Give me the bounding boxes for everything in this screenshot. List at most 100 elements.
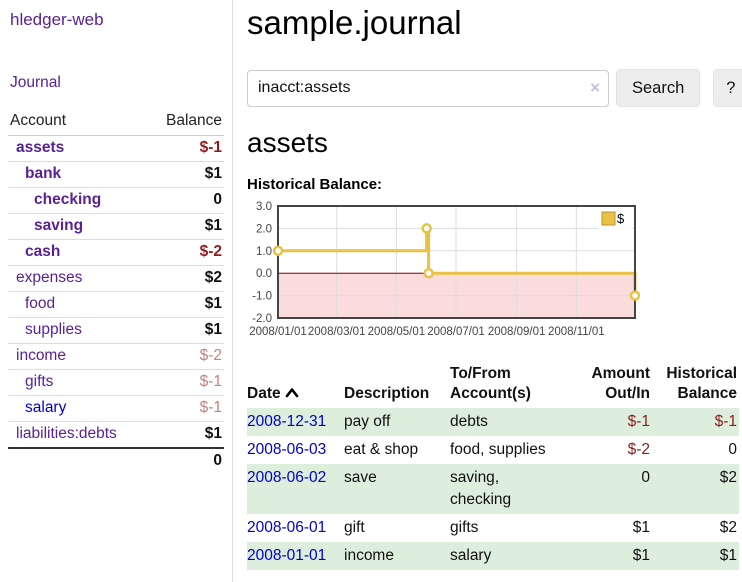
app-brand-link[interactable]: hledger-web — [10, 10, 104, 29]
page-title: sample.journal — [247, 4, 462, 41]
account-link[interactable]: expenses — [16, 269, 83, 286]
transaction-date-link[interactable]: 2008-01-01 — [247, 547, 327, 564]
account-balance: $-2 — [199, 243, 222, 260]
register-table: Date Description To/From Account(s) Amou… — [247, 362, 739, 570]
account-row: food $1 — [8, 291, 224, 318]
account-balance: $1 — [204, 321, 222, 338]
account-row: gifts $-1 — [8, 369, 224, 396]
account-link[interactable]: food — [25, 295, 56, 312]
transaction-amount: $1 — [632, 519, 650, 536]
chart-container: $3.0 2.0 1.0 0.0 -1.0 -2.0 2008/01/01 2008/03/0… — [247, 201, 742, 348]
register-header-date[interactable]: Date — [247, 362, 344, 408]
account-balance: $1 — [204, 217, 222, 234]
transaction-date-link[interactable]: 2008-12-31 — [247, 413, 327, 430]
svg-text:2.0: 2.0 — [256, 223, 272, 235]
transaction-description: income — [344, 547, 394, 564]
account-row: bank $1 — [8, 161, 224, 188]
svg-text:2008/05/01: 2008/05/01 — [368, 326, 426, 338]
account-balance: $-2 — [199, 347, 222, 364]
register-header-amount: Amount Out/In — [591, 365, 650, 402]
accounts-total-value: 0 — [148, 447, 224, 474]
svg-text:1.0: 1.0 — [256, 246, 272, 258]
account-row: income $-2 — [8, 343, 224, 370]
account-link[interactable]: liabilities:debts — [16, 425, 117, 442]
accounts-header-account: Account — [8, 108, 149, 136]
account-row: checking 0 — [8, 187, 224, 214]
svg-text:3.0: 3.0 — [256, 201, 272, 213]
transaction-amount: $1 — [632, 547, 650, 564]
transaction-row: 2008-06-02 save saving, checking 0 $2 — [247, 464, 739, 514]
account-balance: $1 — [204, 425, 222, 442]
search-form: × Search ? — [247, 69, 742, 107]
account-balance: 0 — [213, 191, 222, 208]
transaction-balance: 0 — [728, 441, 737, 458]
account-balance: $1 — [204, 295, 222, 312]
account-link[interactable]: bank — [25, 165, 62, 182]
transaction-date-link[interactable]: 2008-06-01 — [247, 519, 327, 536]
account-row: assets $-1 — [8, 135, 224, 162]
transaction-description: gift — [344, 519, 365, 536]
account-link[interactable]: checking — [34, 191, 102, 208]
transaction-amount: $-1 — [627, 413, 650, 430]
search-input[interactable] — [247, 69, 609, 107]
transaction-balance: $2 — [719, 469, 737, 486]
account-link[interactable]: saving — [34, 217, 84, 234]
account-balance: $2 — [204, 269, 222, 286]
main-panel: sample.journal × Search ? assets Histori… — [233, 0, 742, 582]
sidebar-item-journal[interactable]: Journal — [10, 74, 61, 91]
account-balance: $-1 — [199, 139, 222, 156]
register-header-balance: Historical Balance — [666, 365, 737, 402]
account-link[interactable]: cash — [25, 243, 61, 260]
clear-search-icon[interactable]: × — [590, 77, 600, 97]
account-balance: $1 — [204, 165, 222, 182]
sort-ascending-icon — [285, 384, 299, 404]
accounts-header-balance: Balance — [148, 108, 224, 136]
chart-label: Historical Balance: — [247, 176, 383, 193]
transaction-date-link[interactable]: 2008-06-03 — [247, 441, 327, 458]
transaction-accounts: saving, checking — [450, 469, 512, 508]
transaction-description: save — [344, 469, 377, 486]
transaction-row: 2008-01-01 income salary $1 $1 — [247, 542, 739, 570]
accounts-table: Account Balance assets $-1 bank $1 — [8, 108, 224, 474]
transaction-accounts: debts — [450, 413, 488, 430]
svg-text:0.0: 0.0 — [256, 268, 272, 280]
account-link[interactable]: salary — [25, 399, 67, 416]
transaction-description: pay off — [344, 413, 391, 430]
transaction-balance: $2 — [719, 519, 737, 536]
transaction-accounts: food, supplies — [450, 441, 546, 458]
transaction-row: 2008-12-31 pay off debts $-1 $-1 — [247, 408, 739, 436]
help-button[interactable]: ? — [713, 69, 742, 107]
transaction-amount: 0 — [641, 469, 650, 486]
svg-text:$: $ — [617, 211, 625, 226]
transaction-accounts: salary — [450, 547, 492, 564]
transaction-balance: $1 — [719, 547, 737, 564]
svg-text:2008/07/01: 2008/07/01 — [427, 326, 485, 338]
svg-text:2008/09/01: 2008/09/01 — [488, 326, 546, 338]
account-row: salary $-1 — [8, 395, 224, 422]
account-link[interactable]: supplies — [25, 321, 82, 338]
sidebar: hledger-web Journal Account Balance asse… — [0, 0, 233, 582]
account-row: supplies $1 — [8, 317, 224, 344]
transaction-description: eat & shop — [344, 441, 419, 458]
account-link[interactable]: assets — [16, 139, 65, 156]
search-button[interactable]: Search — [616, 69, 701, 107]
accounts-total-row: 0 — [8, 447, 224, 474]
account-link[interactable]: income — [16, 347, 66, 364]
transaction-row: 2008-06-03 eat & shop food, supplies $-2… — [247, 436, 739, 464]
account-link[interactable]: gifts — [25, 373, 54, 390]
account-heading: assets — [247, 127, 328, 158]
transaction-accounts: gifts — [450, 519, 479, 536]
transaction-date-link[interactable]: 2008-06-02 — [247, 469, 327, 486]
svg-text:2008/01/01: 2008/01/01 — [249, 326, 307, 338]
account-balance: $-1 — [199, 373, 222, 390]
account-row: cash $-2 — [8, 239, 224, 266]
svg-text:-1.0: -1.0 — [252, 291, 272, 303]
transaction-balance: $-1 — [714, 413, 737, 430]
svg-text:2008/11/01: 2008/11/01 — [548, 326, 605, 338]
account-balance: $-1 — [199, 399, 222, 416]
svg-text:2008/03/01: 2008/03/01 — [308, 326, 366, 338]
transaction-amount: $-2 — [627, 441, 650, 458]
account-row: saving $1 — [8, 213, 224, 240]
account-row: expenses $2 — [8, 265, 224, 292]
